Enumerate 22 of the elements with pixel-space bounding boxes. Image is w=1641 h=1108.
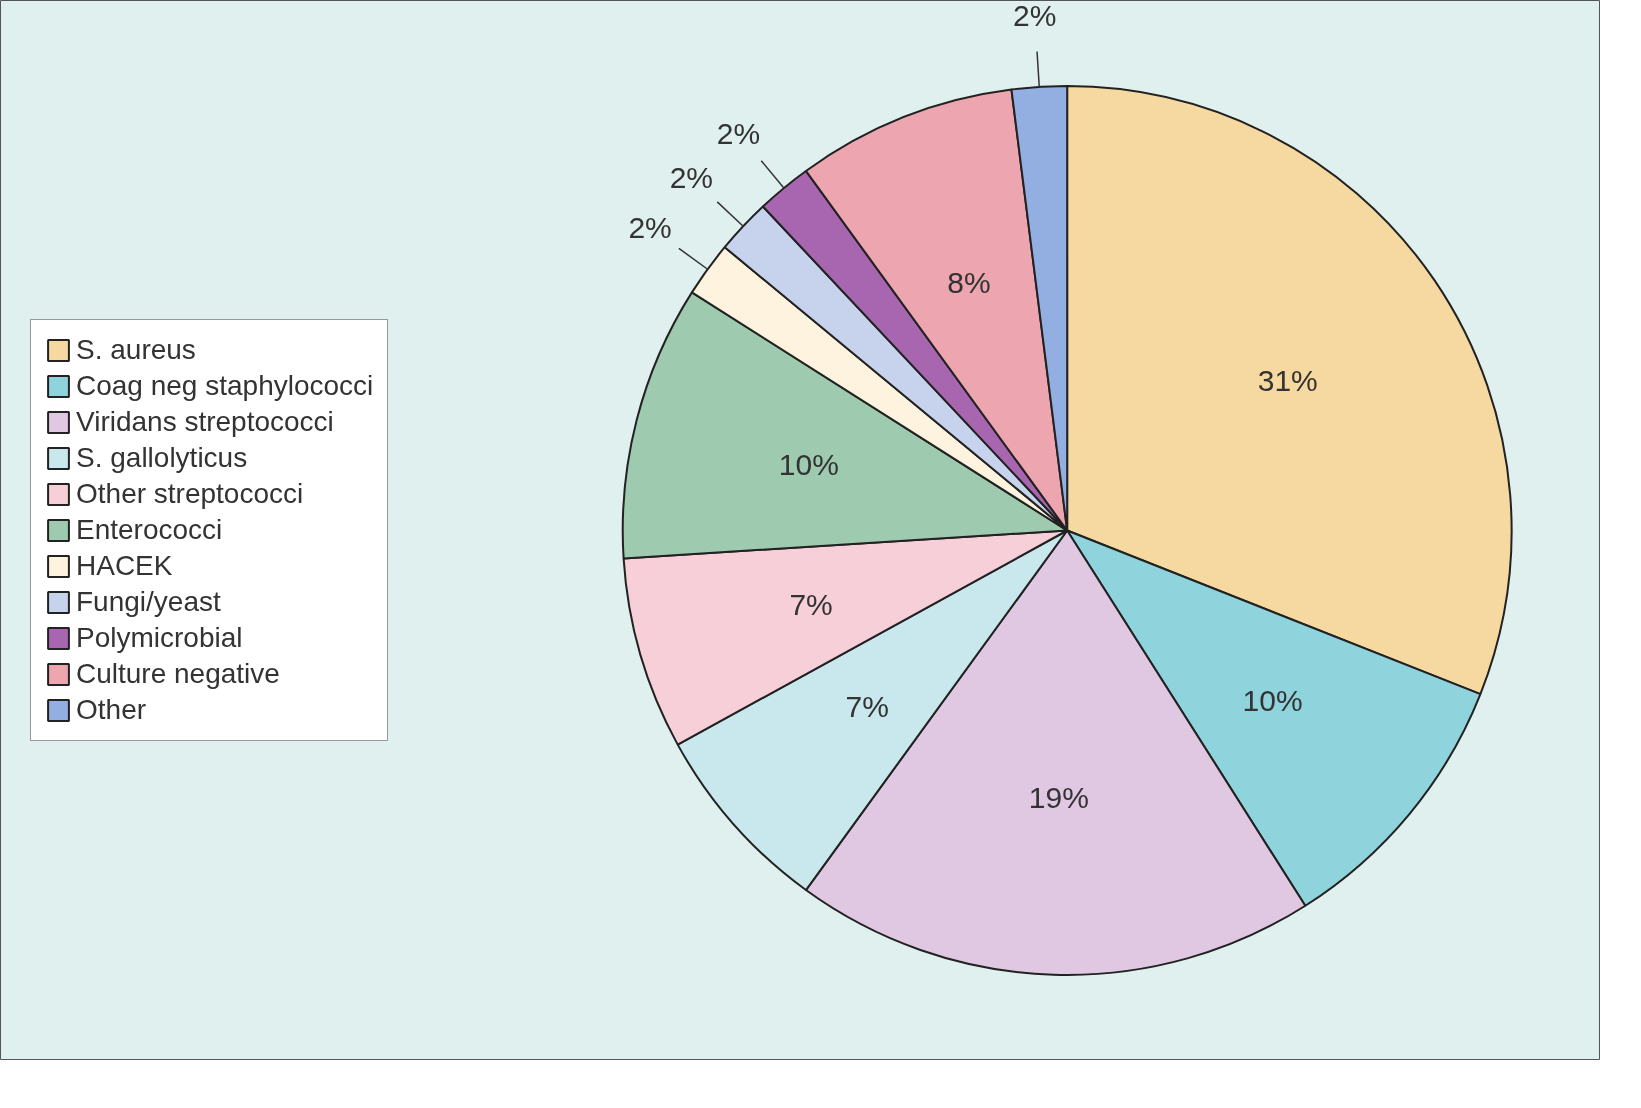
legend-label: HACEK bbox=[76, 550, 173, 582]
data-label: 7% bbox=[789, 588, 833, 622]
data-label: 2% bbox=[669, 161, 714, 195]
legend-label: Other streptococci bbox=[76, 478, 304, 510]
legend-label: S. aureus bbox=[76, 334, 196, 366]
data-label: 31% bbox=[1257, 364, 1318, 398]
legend-label: Other bbox=[76, 694, 147, 726]
data-label: 7% bbox=[845, 690, 889, 724]
legend-label: Polymicrobial bbox=[76, 622, 243, 654]
data-label: 2% bbox=[628, 210, 672, 244]
data-label: 10% bbox=[1242, 683, 1303, 717]
legend-label: S. gallolyticus bbox=[76, 442, 248, 474]
data-label: 10% bbox=[778, 447, 839, 481]
data-label: 19% bbox=[1028, 780, 1089, 814]
data-label: 8% bbox=[947, 266, 991, 300]
legend-label: Coag neg staphylococci bbox=[76, 370, 374, 402]
data-label: 2% bbox=[1013, 0, 1057, 33]
legend-label: Viridans streptococci bbox=[76, 406, 334, 438]
legend-label: Fungi/yeast bbox=[76, 586, 221, 618]
legend-label: Enterococci bbox=[76, 514, 223, 546]
legend-label: Culture negative bbox=[76, 658, 280, 690]
data-label: 2% bbox=[716, 116, 761, 150]
